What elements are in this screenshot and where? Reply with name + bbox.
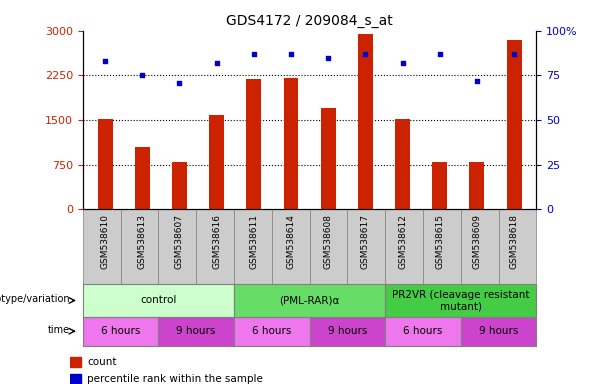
Text: 6 hours: 6 hours bbox=[403, 326, 443, 336]
Bar bbox=[321, 108, 335, 209]
Bar bbox=[358, 34, 373, 209]
Bar bbox=[209, 115, 224, 209]
Point bbox=[211, 60, 221, 66]
Point bbox=[286, 51, 296, 57]
Bar bbox=[395, 119, 410, 209]
Point bbox=[360, 51, 370, 57]
Text: PR2VR (cleavage resistant
mutant): PR2VR (cleavage resistant mutant) bbox=[392, 290, 530, 311]
Text: 9 hours: 9 hours bbox=[479, 326, 518, 336]
Bar bbox=[70, 374, 82, 384]
Bar bbox=[70, 357, 82, 367]
Point bbox=[137, 72, 147, 78]
Point bbox=[175, 79, 185, 86]
Bar bbox=[284, 78, 299, 209]
Text: 6 hours: 6 hours bbox=[252, 326, 291, 336]
Point bbox=[398, 60, 408, 66]
Bar bbox=[506, 40, 522, 209]
Text: (PML-RAR)α: (PML-RAR)α bbox=[280, 295, 340, 306]
Point bbox=[100, 58, 110, 64]
Point bbox=[435, 51, 444, 57]
Title: GDS4172 / 209084_s_at: GDS4172 / 209084_s_at bbox=[226, 14, 393, 28]
Text: percentile rank within the sample: percentile rank within the sample bbox=[88, 374, 263, 384]
Bar bbox=[172, 162, 187, 209]
Text: 6 hours: 6 hours bbox=[101, 326, 140, 336]
Bar bbox=[470, 162, 484, 209]
Bar bbox=[432, 162, 447, 209]
Bar bbox=[246, 79, 261, 209]
Bar bbox=[135, 147, 150, 209]
Text: time: time bbox=[48, 325, 70, 335]
Text: 9 hours: 9 hours bbox=[328, 326, 367, 336]
Text: count: count bbox=[88, 357, 117, 367]
Text: genotype/variation: genotype/variation bbox=[0, 294, 70, 304]
Point bbox=[509, 51, 519, 57]
Point bbox=[249, 51, 259, 57]
Text: 9 hours: 9 hours bbox=[177, 326, 216, 336]
Point bbox=[472, 78, 482, 84]
Text: control: control bbox=[140, 295, 177, 306]
Bar bbox=[97, 119, 113, 209]
Point bbox=[323, 55, 333, 61]
